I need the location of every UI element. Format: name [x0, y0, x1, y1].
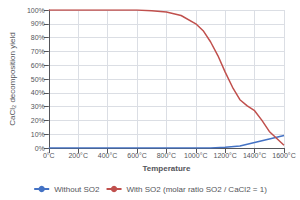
- svg-text:1600°C: 1600°C: [272, 152, 295, 159]
- svg-text:Without SO2: Without SO2: [54, 185, 100, 194]
- svg-text:40%: 40%: [31, 89, 45, 96]
- svg-text:70%: 70%: [31, 48, 45, 55]
- svg-text:90%: 90%: [31, 20, 45, 27]
- svg-text:CaCl₂ decomposition yield: CaCl₂ decomposition yield: [8, 32, 17, 125]
- svg-text:1000°C: 1000°C: [184, 152, 207, 159]
- svg-text:80%: 80%: [31, 34, 45, 41]
- svg-text:400°C: 400°C: [98, 152, 118, 159]
- svg-text:0°C: 0°C: [43, 152, 55, 159]
- svg-text:1200°C: 1200°C: [213, 152, 236, 159]
- svg-text:10%: 10%: [31, 131, 45, 138]
- svg-text:60%: 60%: [31, 62, 45, 69]
- svg-text:100%: 100%: [27, 7, 45, 14]
- svg-text:1400°C: 1400°C: [243, 152, 266, 159]
- svg-text:600°C: 600°C: [127, 152, 147, 159]
- svg-text:With SO2 (molar ratio SO2 / Ca: With SO2 (molar ratio SO2 / CaCl2 = 1): [127, 185, 268, 194]
- svg-text:Temperature: Temperature: [142, 164, 190, 173]
- svg-text:800°C: 800°C: [157, 152, 177, 159]
- svg-text:200°C: 200°C: [68, 152, 88, 159]
- svg-text:50%: 50%: [31, 76, 45, 83]
- svg-text:20%: 20%: [31, 117, 45, 124]
- svg-text:0%: 0%: [35, 145, 45, 152]
- svg-text:30%: 30%: [31, 103, 45, 110]
